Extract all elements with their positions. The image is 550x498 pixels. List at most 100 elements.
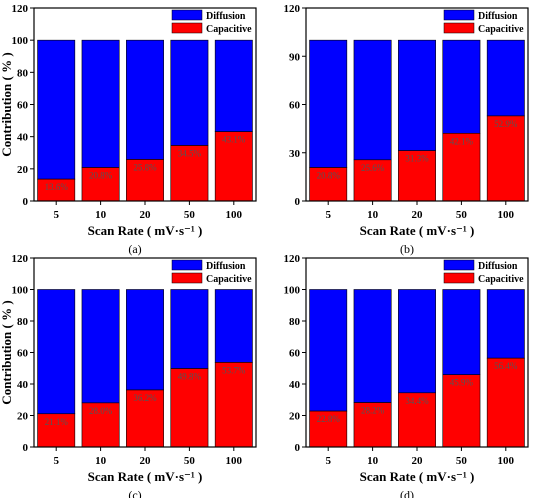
bar-diffusion: [353, 289, 392, 403]
chart-panel-4: 22.8% 5 28.2% 10 34.4% 20 45.9% 50 56.4% 100 0 20 40…: [284, 253, 529, 498]
data-label-capacitive: 25.6%: [361, 163, 385, 173]
x-tick-label: 20: [140, 209, 152, 221]
bar-diffusion: [214, 39, 253, 132]
bar-diffusion: [126, 39, 164, 160]
bar-capacitive: [214, 362, 253, 448]
data-label-capacitive: 43.1%: [222, 135, 246, 145]
legend-label-capacitive: Capacitive: [478, 24, 524, 35]
bar-diffusion: [37, 39, 76, 180]
x-tick-label: 100: [226, 209, 243, 221]
x-tick-label: 5: [53, 209, 59, 221]
data-label-capacitive: 20.8%: [317, 171, 341, 181]
bar-capacitive: [442, 374, 481, 448]
panel-label: (d): [400, 488, 414, 498]
bar-diffusion: [353, 39, 392, 161]
x-axis-title: Scan Rate ( mV·s⁻¹ ): [360, 223, 475, 238]
bar-diffusion: [398, 39, 436, 151]
legend-label-capacitive: Capacitive: [206, 24, 252, 35]
y-tick-label: 100: [284, 285, 301, 297]
bar-diffusion: [81, 39, 120, 168]
legend-swatch-capacitive: [171, 22, 203, 34]
bar-capacitive: [170, 368, 209, 448]
bar-diffusion: [309, 289, 348, 412]
data-label-capacitive: 34.4%: [405, 396, 429, 406]
bar-diffusion: [37, 289, 76, 415]
y-tick-label: 120: [284, 253, 301, 265]
y-tick-label: 60: [289, 348, 301, 360]
y-tick-label: 60: [17, 348, 29, 360]
legend-label-capacitive: Capacitive: [206, 274, 252, 285]
x-tick-label: 5: [325, 455, 331, 467]
legend-swatch-capacitive: [443, 22, 475, 34]
y-tick-label: 20: [17, 164, 29, 176]
data-label-capacitive: 25.8%: [133, 163, 157, 173]
data-label-capacitive: 53.7%: [222, 365, 246, 375]
bar-diffusion: [170, 289, 209, 369]
panel-label: (c): [128, 488, 141, 498]
x-tick-label: 10: [95, 209, 107, 221]
y-tick-label: 120: [12, 253, 29, 265]
y-tick-label: 30: [289, 148, 301, 160]
bar-diffusion: [309, 39, 348, 168]
legend-label-diffusion: Diffusion: [478, 261, 518, 272]
data-label-capacitive: 22.8%: [317, 414, 341, 424]
y-tick-label: 40: [289, 379, 301, 391]
x-axis-title: Scan Rate ( mV·s⁻¹ ): [88, 469, 203, 484]
data-label-capacitive: 49.8%: [178, 372, 202, 382]
bar-diffusion: [442, 289, 481, 376]
data-label-capacitive: 13.6%: [45, 182, 69, 192]
bar-diffusion: [214, 289, 253, 363]
bar-capacitive: [442, 132, 481, 202]
bar-capacitive: [81, 402, 120, 448]
x-axis-title: Scan Rate ( mV·s⁻¹ ): [88, 223, 203, 238]
legend-label-diffusion: Diffusion: [478, 11, 518, 22]
bar-diffusion: [486, 289, 525, 359]
y-tick-label: 120: [12, 3, 29, 15]
x-tick-label: 20: [412, 209, 424, 221]
bar-diffusion: [170, 39, 209, 146]
x-tick-label: 20: [412, 455, 424, 467]
panel-label: (a): [128, 242, 141, 256]
y-tick-label: 90: [289, 51, 301, 63]
x-tick-label: 50: [184, 455, 196, 467]
bar-capacitive: [37, 413, 76, 448]
legend-swatch-diffusion: [171, 259, 203, 271]
data-label-capacitive: 56.4%: [494, 361, 518, 371]
legend-label-diffusion: Diffusion: [206, 261, 246, 272]
y-tick-label: 100: [12, 35, 29, 47]
chart-panel-1: 13.6% 5 20.8% 10 25.8% 20 34.5% 50 43.1% 100 0 20 40…: [0, 3, 257, 256]
x-tick-label: 5: [53, 455, 59, 467]
x-axis-title: Scan Rate ( mV·s⁻¹ ): [360, 469, 475, 484]
chart-panel-3: 21.1% 5 28.0% 10 36.2% 20 49.8% 50 53.7% 100 0 20 40…: [0, 253, 257, 498]
x-tick-label: 5: [325, 209, 331, 221]
x-tick-label: 100: [498, 209, 515, 221]
legend-label-capacitive: Capacitive: [478, 274, 524, 285]
x-tick-label: 50: [456, 455, 468, 467]
y-tick-label: 0: [23, 442, 29, 454]
data-label-capacitive: 28.0%: [89, 406, 113, 416]
y-tick-label: 40: [17, 379, 29, 391]
bar-diffusion: [81, 289, 120, 404]
y-tick-label: 0: [295, 196, 301, 208]
y-tick-label: 120: [284, 3, 301, 15]
y-tick-label: 40: [17, 132, 29, 144]
panel-label: (b): [400, 242, 414, 256]
bar-capacitive: [486, 357, 525, 448]
bar-capacitive: [126, 389, 164, 448]
y-tick-label: 20: [289, 411, 301, 423]
y-axis-title: Contribution ( % ): [0, 52, 14, 156]
legend-swatch-diffusion: [443, 259, 475, 271]
bar-capacitive: [398, 150, 436, 202]
legend-swatch-capacitive: [171, 272, 203, 284]
bar-diffusion: [486, 39, 525, 117]
data-label-capacitive: 52.9%: [494, 119, 518, 129]
data-label-capacitive: 20.8%: [89, 171, 113, 181]
legend-swatch-diffusion: [171, 9, 203, 21]
x-tick-label: 100: [226, 455, 243, 467]
data-label-capacitive: 31.3%: [405, 154, 429, 164]
bar-diffusion: [442, 39, 481, 134]
bar-capacitive: [309, 410, 348, 448]
y-tick-label: 20: [17, 411, 29, 423]
x-tick-label: 50: [456, 209, 468, 221]
